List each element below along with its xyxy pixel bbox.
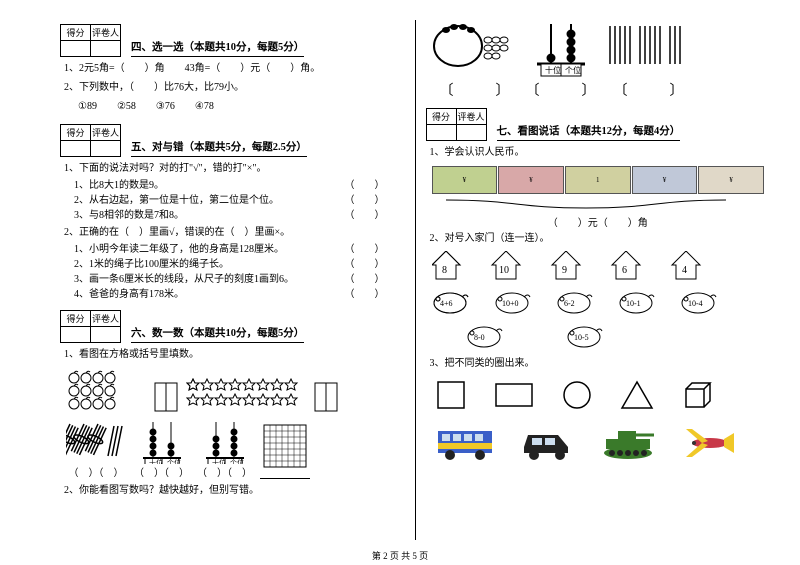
shapes-row bbox=[436, 379, 761, 411]
sticks-icon bbox=[66, 418, 126, 464]
svg-text:10+0: 10+0 bbox=[502, 299, 519, 308]
sec5-s5: 2、1米的绳子比100厘米的绳子长。（ ） bbox=[74, 257, 405, 272]
abacus3-icon: 十位个位 bbox=[531, 20, 591, 80]
money-note: ¥ bbox=[698, 166, 764, 194]
column-divider bbox=[415, 20, 416, 540]
money-label: （ ）元（ ）角 bbox=[426, 214, 771, 229]
svg-text:6-2: 6-2 bbox=[564, 299, 575, 308]
sec4-q2-opts: ①89 ②58 ③76 ④78 bbox=[78, 99, 405, 114]
beads-loop-icon bbox=[432, 20, 518, 80]
sec7-title: 七、看图说话（本题共12分，每题4分） bbox=[497, 123, 681, 141]
score-box-7: 得分评卷人 七、看图说话（本题共12分，每题4分） bbox=[426, 108, 771, 141]
sec5-title: 五、对与错（本题共5分，每题2.5分） bbox=[131, 139, 307, 157]
grader-h: 评卷人 bbox=[91, 25, 121, 41]
sec5-q2: 2、正确的在（ ）里画√，错误的在（ ）里画×。 bbox=[64, 225, 405, 240]
brace-icon bbox=[436, 198, 736, 214]
sec5-q1: 1、下面的说法对吗？对的打"√"，错的打"×"。 bbox=[64, 161, 405, 176]
money-row: ¥ ¥ 1 ¥ ¥ bbox=[432, 166, 765, 194]
sec5-s3: 3、与8相邻的数是7和8。（ ） bbox=[74, 208, 405, 223]
svg-text:10-1: 10-1 bbox=[626, 299, 641, 308]
cube-icon bbox=[682, 379, 714, 411]
money-note: ¥ bbox=[632, 166, 698, 194]
plane-icon bbox=[682, 423, 740, 463]
circle-icon bbox=[562, 380, 592, 410]
sec5-s2: 2、从右边起，第一位是十位，第二位是个位。（ ） bbox=[74, 193, 405, 208]
svg-text:10-5: 10-5 bbox=[574, 333, 589, 342]
score-box-6: 得分评卷人 六、数一数（本题共10分，每题5分） bbox=[60, 310, 405, 343]
sec6-fig3: 〔 〕 十位个位 〔 〕 bbox=[432, 20, 771, 100]
sec6-q2: 2、你能看图写数吗？越快越好，但别写错。 bbox=[64, 483, 405, 498]
sec4-q2: 2、下列数中，（ ）比76大，比79小。 bbox=[64, 80, 405, 95]
bus-icon bbox=[436, 425, 494, 461]
svg-text:4+6: 4+6 bbox=[440, 299, 453, 308]
svg-text:10-4: 10-4 bbox=[688, 299, 703, 308]
svg-text:10: 10 bbox=[499, 265, 509, 276]
score-box-5: 得分评卷人 五、对与错（本题共5分，每题2.5分） bbox=[60, 124, 405, 157]
sec7-q1: 1、学会认识人民币。 bbox=[430, 145, 771, 160]
sec5-s4: 1、小明今年读二年级了，他的身高是128厘米。（ ） bbox=[74, 242, 405, 257]
vehicles-row bbox=[436, 423, 761, 463]
score-h: 得分 bbox=[61, 25, 91, 41]
score-box-4: 得分评卷人 四、选一选（本题共10分，每题5分） bbox=[60, 24, 405, 57]
grid-box-1 bbox=[154, 382, 178, 412]
sec5-s1: 1、比8大1的数是9。（ ） bbox=[74, 178, 405, 193]
svg-text:8: 8 bbox=[442, 265, 447, 276]
house-row: 8 10 9 6 4 bbox=[432, 251, 765, 283]
grid-box-2 bbox=[314, 382, 338, 412]
pig-row-2: 8-0 10-5 bbox=[466, 323, 765, 351]
page-footer: 第 2 页 共 5 页 bbox=[0, 549, 800, 562]
sec7-q3: 3、把不同类的圈出来。 bbox=[430, 356, 771, 371]
grid-square-icon bbox=[262, 423, 308, 469]
svg-text:个位: 个位 bbox=[565, 65, 581, 75]
sec5-s6: 3、画一条6厘米长的线段，从尺子的刻度1画到6。（ ） bbox=[74, 272, 405, 287]
sec6-q1: 1、看图在方格或括号里填数。 bbox=[64, 347, 405, 362]
stars-icon bbox=[186, 378, 306, 412]
pig-row-1: 4+6 10+0 6-2 10-1 10-4 bbox=[432, 289, 765, 317]
sec6-fig1 bbox=[66, 368, 405, 412]
sec4-q1: 1、2元5角=（ ）角 43角=（ ）元（ ）角。 bbox=[64, 61, 405, 76]
abacus2-icon: 十位个位 bbox=[202, 418, 248, 464]
rect-icon bbox=[494, 380, 534, 410]
svg-text:十位: 十位 bbox=[545, 65, 561, 75]
triangle-icon bbox=[620, 380, 654, 410]
tally-icon bbox=[604, 20, 694, 80]
money-note: 1 bbox=[565, 166, 631, 194]
sec6-fig2: （ ）（ ） 十位个位 （ ）（ ） bbox=[66, 418, 405, 479]
sec7-q2: 2、对号入家门（连一连）。 bbox=[430, 231, 771, 246]
svg-text:4: 4 bbox=[682, 265, 687, 276]
svg-text:6: 6 bbox=[622, 265, 627, 276]
apples-icon bbox=[66, 368, 146, 412]
sec5-s7: 4、爸爸的身高有178米。（ ） bbox=[74, 287, 405, 302]
money-note: ¥ bbox=[432, 166, 498, 194]
sec4-title: 四、选一选（本题共10分，每题5分） bbox=[131, 39, 304, 57]
money-note: ¥ bbox=[498, 166, 564, 194]
square-icon bbox=[436, 380, 466, 410]
svg-text:8-0: 8-0 bbox=[474, 333, 485, 342]
sec6-title: 六、数一数（本题共10分，每题5分） bbox=[131, 325, 304, 343]
abacus1-icon: 十位个位 bbox=[139, 418, 185, 464]
svg-text:9: 9 bbox=[562, 265, 567, 276]
car-icon bbox=[518, 425, 576, 461]
tank-icon bbox=[600, 425, 658, 461]
